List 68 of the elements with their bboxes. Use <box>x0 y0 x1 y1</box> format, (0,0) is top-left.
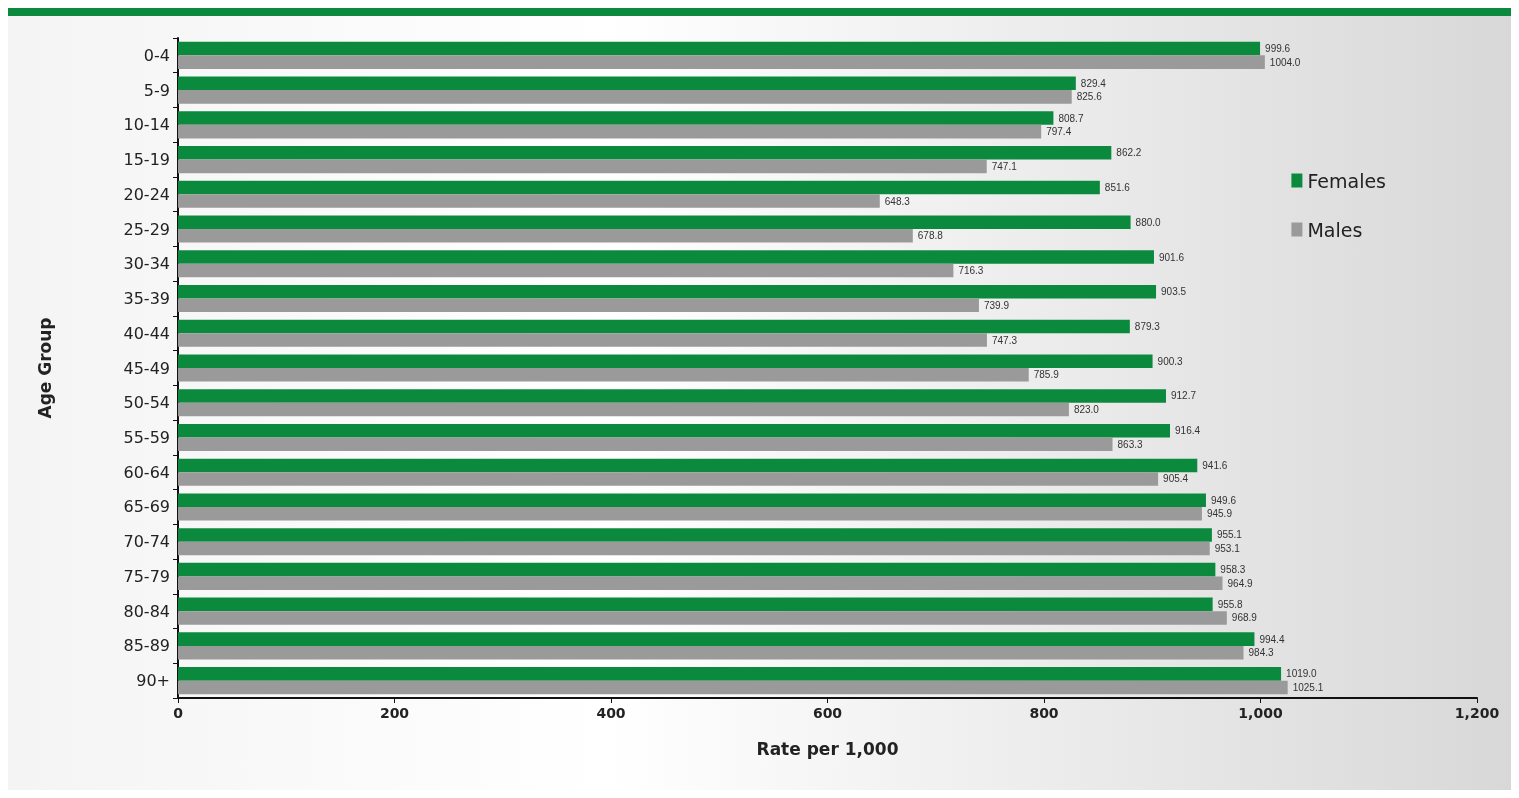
y-tick-label: 25-29 <box>123 219 170 239</box>
y-tick-label: 80-84 <box>123 601 170 621</box>
data-label: 955.8 <box>1217 598 1244 610</box>
y-tick-label: 15-19 <box>123 150 170 170</box>
y-tick-label: 55-59 <box>123 427 170 447</box>
y-tick-label: 40-44 <box>123 323 170 343</box>
y-tick-label: 85-89 <box>123 636 170 656</box>
y-tick-label: 30-34 <box>123 254 170 274</box>
data-label: 968.9 <box>1231 612 1258 624</box>
y-tick-label: 75-79 <box>123 566 170 586</box>
x-axis-title: Rate per 1,000 <box>756 738 899 759</box>
data-label: 879.3 <box>1134 320 1161 332</box>
x-tick-label: 800 <box>1029 705 1059 721</box>
data-label: 955.1 <box>1216 529 1243 541</box>
data-label: 903.5 <box>1161 286 1187 298</box>
legend-label: Males <box>1307 218 1363 241</box>
data-label: 808.7 <box>1058 112 1084 124</box>
data-label: 880.0 <box>1135 216 1162 228</box>
data-label: 825.6 <box>1076 91 1103 103</box>
data-label: 678.8 <box>917 230 944 242</box>
data-label: 941.6 <box>1202 459 1228 471</box>
y-tick-label: 50-54 <box>123 393 170 413</box>
data-label: 916.4 <box>1175 425 1201 437</box>
y-tick-label: 0-4 <box>143 45 170 65</box>
x-tick-label: 1,000 <box>1238 705 1283 721</box>
data-label: 949.6 <box>1210 494 1237 506</box>
data-label: 739.9 <box>983 299 1010 311</box>
data-label: 953.1 <box>1214 542 1241 554</box>
data-label: 716.3 <box>958 265 984 277</box>
y-tick-label: 90+ <box>136 671 170 691</box>
data-label: 648.3 <box>884 195 911 207</box>
y-tick-label: 35-39 <box>123 289 170 309</box>
data-label: 747.1 <box>991 160 1018 172</box>
data-label: 984.3 <box>1248 647 1274 659</box>
y-axis-title: Age Group <box>34 317 55 419</box>
data-label: 1025.1 <box>1292 681 1324 693</box>
y-tick-label: 45-49 <box>123 358 170 378</box>
data-label: 823.0 <box>1073 404 1100 416</box>
data-label: 900.3 <box>1157 355 1184 367</box>
data-label: 785.9 <box>1033 369 1060 381</box>
data-label: 905.4 <box>1163 473 1189 485</box>
data-label: 958.3 <box>1220 564 1246 576</box>
data-label: 862.2 <box>1116 147 1142 159</box>
data-label: 863.3 <box>1117 438 1143 450</box>
data-label: 747.3 <box>991 334 1018 346</box>
x-tick-label: 200 <box>379 705 410 721</box>
x-tick-label: 400 <box>596 705 626 721</box>
y-tick-label: 60-64 <box>123 462 170 482</box>
legend-label: Females <box>1307 169 1387 192</box>
data-label: 999.6 <box>1265 43 1291 55</box>
data-label: 1019.0 <box>1286 668 1318 680</box>
data-label: 851.6 <box>1104 182 1131 194</box>
data-label: 829.4 <box>1080 77 1107 89</box>
data-label: 901.6 <box>1158 251 1185 263</box>
y-tick-label: 70-74 <box>123 532 170 552</box>
y-tick-label: 5-9 <box>143 80 170 100</box>
x-tick-label: 1,200 <box>1454 705 1500 721</box>
data-label: 964.9 <box>1227 577 1253 589</box>
data-label: 912.7 <box>1171 390 1197 402</box>
y-tick-label: 10-14 <box>123 115 170 135</box>
data-label: 994.4 <box>1259 633 1285 645</box>
data-label: 945.9 <box>1206 508 1233 520</box>
x-tick-label: 600 <box>812 705 843 721</box>
data-label: 1004.0 <box>1269 56 1301 68</box>
y-tick-label: 65-69 <box>123 497 170 517</box>
y-tick-label: 20-24 <box>123 184 170 204</box>
x-tick-label: 0 <box>173 705 184 721</box>
data-label: 797.4 <box>1046 126 1072 138</box>
